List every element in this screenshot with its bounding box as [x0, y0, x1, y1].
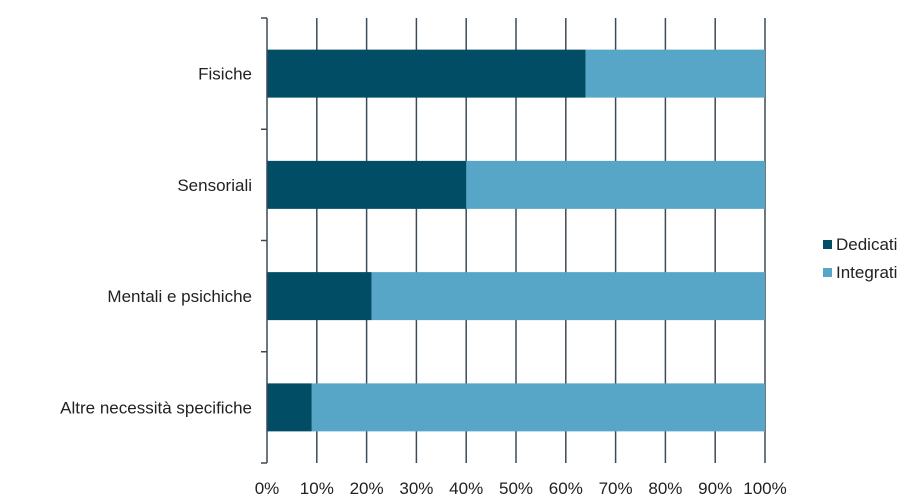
legend-label: Integrati: [836, 263, 897, 282]
bar-dedicati: [267, 49, 586, 98]
category-labels: Fisiche Sensoriali Mentali e psichiche Altr…: [60, 65, 252, 418]
legend-swatch: [823, 240, 832, 249]
x-tick-label: 50%: [499, 479, 533, 498]
bar-integrati: [311, 383, 765, 432]
category-label: Mentali e psichiche: [107, 287, 252, 306]
x-tick-label: 20%: [350, 479, 384, 498]
bar-dedicati: [267, 272, 372, 321]
legend: Dedicati Integrati: [823, 235, 897, 282]
bar-integrati: [371, 272, 765, 321]
legend-swatch: [823, 268, 832, 277]
bar-dedicati: [267, 160, 467, 209]
x-tick-label: 80%: [648, 479, 682, 498]
x-tick-label: 70%: [599, 479, 633, 498]
x-tick-label: 10%: [300, 479, 334, 498]
x-tick-label: 30%: [399, 479, 433, 498]
bars: [267, 49, 765, 432]
x-tick-label: 100%: [743, 479, 786, 498]
legend-label: Dedicati: [836, 235, 897, 254]
y-axis: [261, 17, 268, 464]
category-label: Fisiche: [198, 65, 252, 84]
x-tick-label: 0%: [255, 479, 280, 498]
bar-integrati: [585, 49, 765, 98]
x-tick-label: 60%: [549, 479, 583, 498]
x-tick-labels: 0% 10% 20% 30% 40% 50% 60% 70% 80% 90% 100%: [255, 479, 787, 498]
bar-integrati: [466, 160, 765, 209]
category-label: Sensoriali: [177, 176, 252, 195]
bar-dedicati: [267, 383, 312, 432]
x-tick-label: 90%: [698, 479, 732, 498]
category-label: Altre necessità specifiche: [60, 398, 252, 417]
x-tick-label: 40%: [449, 479, 483, 498]
